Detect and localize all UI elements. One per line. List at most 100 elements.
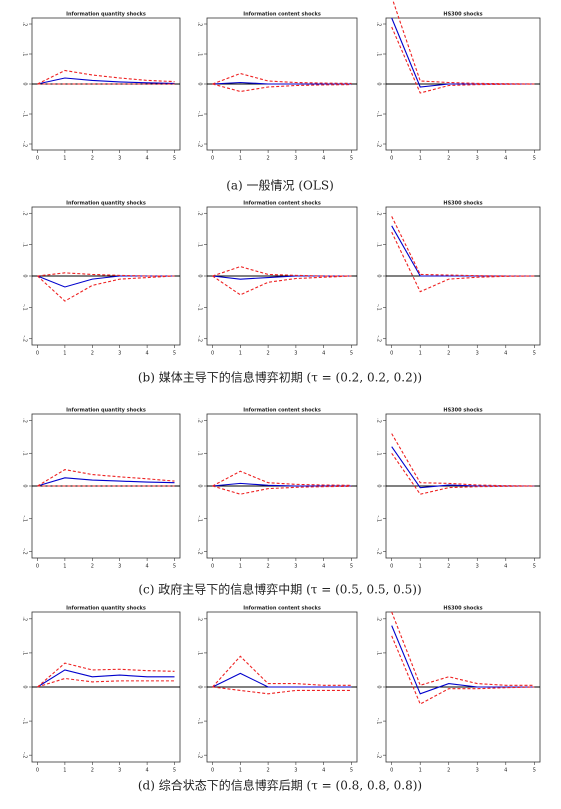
x-tick-label: 3 [294,156,297,162]
x-tick-label: 3 [118,351,121,357]
series-line [392,0,535,85]
y-tick-label: .1 [22,52,28,57]
series-line [391,446,535,489]
x-tick-label: 4 [146,156,149,162]
x-tick-label: 2 [447,564,450,570]
x-tick-label: 2 [267,156,270,162]
series-line [212,686,352,695]
panel-title: Information quantity shocks [66,606,146,612]
y-tick-label: .1 [22,242,28,247]
x-tick-label: 4 [504,156,507,162]
series-line [212,275,352,280]
y-tick-label: .2 [22,22,28,27]
x-tick-label: 0 [36,768,39,774]
y-tick-label: -.2 [197,141,203,148]
x-tick-label: 1 [239,156,242,162]
x-tick-label: 1 [63,351,66,357]
y-tick-label: -.1 [197,515,203,522]
x-tick-label: 3 [476,768,479,774]
x-tick-label: 3 [476,156,479,162]
series-line [37,77,175,85]
y-tick-label: .2 [376,418,382,423]
x-tick-label: 3 [294,768,297,774]
y-tick-label: -.1 [376,515,382,522]
y-tick-label: .2 [197,616,203,621]
x-tick-label: 4 [322,351,325,357]
x-tick-label: 4 [146,564,149,570]
x-tick-label: 2 [267,351,270,357]
series-line [391,611,535,686]
x-tick-label: 3 [118,768,121,774]
series-line [212,81,352,85]
x-tick-label: 0 [390,351,393,357]
x-tick-label: 5 [350,156,353,162]
x-tick-label: 4 [504,351,507,357]
x-tick-label: 0 [211,564,214,570]
x-tick-label: 1 [419,156,422,162]
series-line [37,272,175,277]
x-tick-label: 2 [91,351,94,357]
x-tick-label: 3 [118,156,121,162]
x-tick-label: 4 [146,768,149,774]
panel-title: Information quantity shocks [66,408,146,414]
y-tick-label: .2 [22,616,28,621]
x-tick-label: 5 [173,564,176,570]
x-tick-label: 2 [91,564,94,570]
panel-title: HS300 shocks [443,606,482,612]
panel-title: HS300 shocks [443,201,482,207]
x-tick-label: 5 [173,351,176,357]
x-tick-label: 0 [36,156,39,162]
x-tick-label: 0 [36,351,39,357]
y-tick-label: .1 [376,451,382,456]
series-line [37,677,175,688]
y-tick-label: .2 [22,211,28,216]
series-line [37,662,175,688]
panel-title: HS300 shocks [443,12,482,18]
x-tick-label: 1 [419,768,422,774]
series-line [391,26,535,94]
x-tick-label: 4 [322,156,325,162]
series-line [37,477,175,487]
x-tick-label: 1 [63,768,66,774]
y-tick-label: -.1 [376,304,382,311]
x-tick-label: 1 [63,156,66,162]
y-tick-label: -.2 [22,141,28,148]
y-tick-label: -.2 [376,548,382,555]
series-line [391,452,535,495]
panel-title: HS300 shocks [443,408,482,414]
series-line [391,216,535,277]
series-line [391,225,535,277]
x-tick-label: 1 [419,351,422,357]
y-tick-label: 0 [197,484,203,487]
y-tick-label: -.1 [376,111,382,118]
y-tick-label: .1 [197,451,203,456]
series-line [391,635,535,705]
series-line [391,625,535,695]
x-tick-label: 1 [63,564,66,570]
x-tick-label: 3 [294,351,297,357]
y-tick-label: .1 [376,52,382,57]
series-line [391,17,535,88]
y-tick-label: .1 [22,651,28,656]
y-tick-label: 0 [376,685,382,688]
y-tick-label: -.1 [22,515,28,522]
y-tick-label: .2 [197,211,203,216]
series-line [212,470,352,487]
x-tick-label: 0 [390,768,393,774]
series-line [212,672,352,688]
x-tick-label: 0 [390,156,393,162]
y-tick-label: .1 [197,651,203,656]
y-tick-label: -.1 [197,718,203,725]
x-tick-label: 5 [350,351,353,357]
x-tick-label: 1 [419,564,422,570]
series-line [37,275,175,302]
series-line [212,275,352,296]
y-tick-label: -.2 [197,335,203,342]
series-line [37,469,175,487]
caption: (d) 综合状态下的信息博弈后期 (τ = (0.8, 0.8, 0.8)) [138,778,422,793]
y-tick-label: 0 [376,484,382,487]
x-tick-label: 4 [322,564,325,570]
x-tick-label: 3 [118,564,121,570]
series-line [212,72,352,85]
y-tick-label: 0 [376,82,382,85]
